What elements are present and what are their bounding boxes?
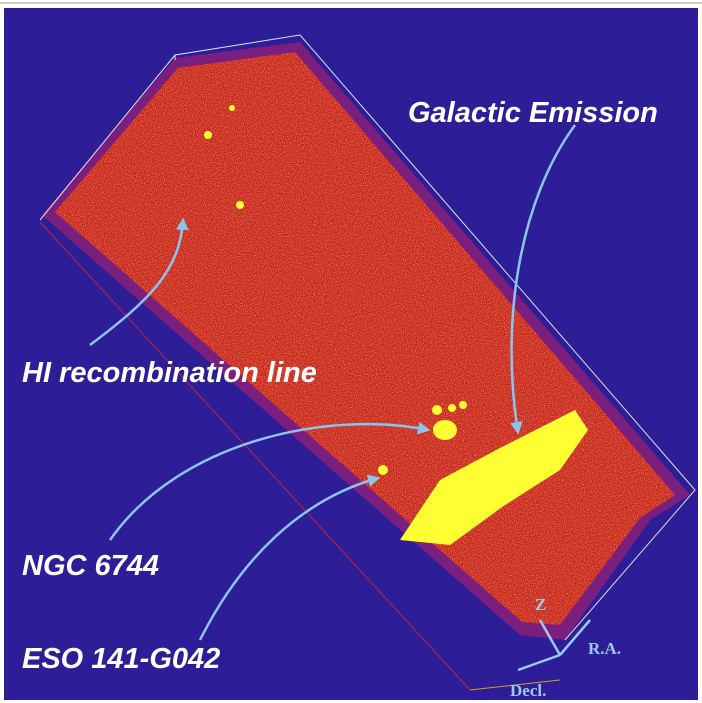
figure: Galactic Emission HI recombination line … (0, 0, 702, 703)
axis-label: Decl. (510, 681, 546, 700)
label: ESO 141-G042 (22, 643, 220, 675)
axis-label: R.A. (588, 639, 621, 658)
axis-label: Z (535, 595, 546, 614)
label: HI recombination line (22, 357, 317, 389)
page: Galactic Emission HI recombination line … (0, 0, 702, 703)
label: NGC 6744 (22, 550, 159, 582)
label: Galactic Emission (408, 97, 658, 129)
